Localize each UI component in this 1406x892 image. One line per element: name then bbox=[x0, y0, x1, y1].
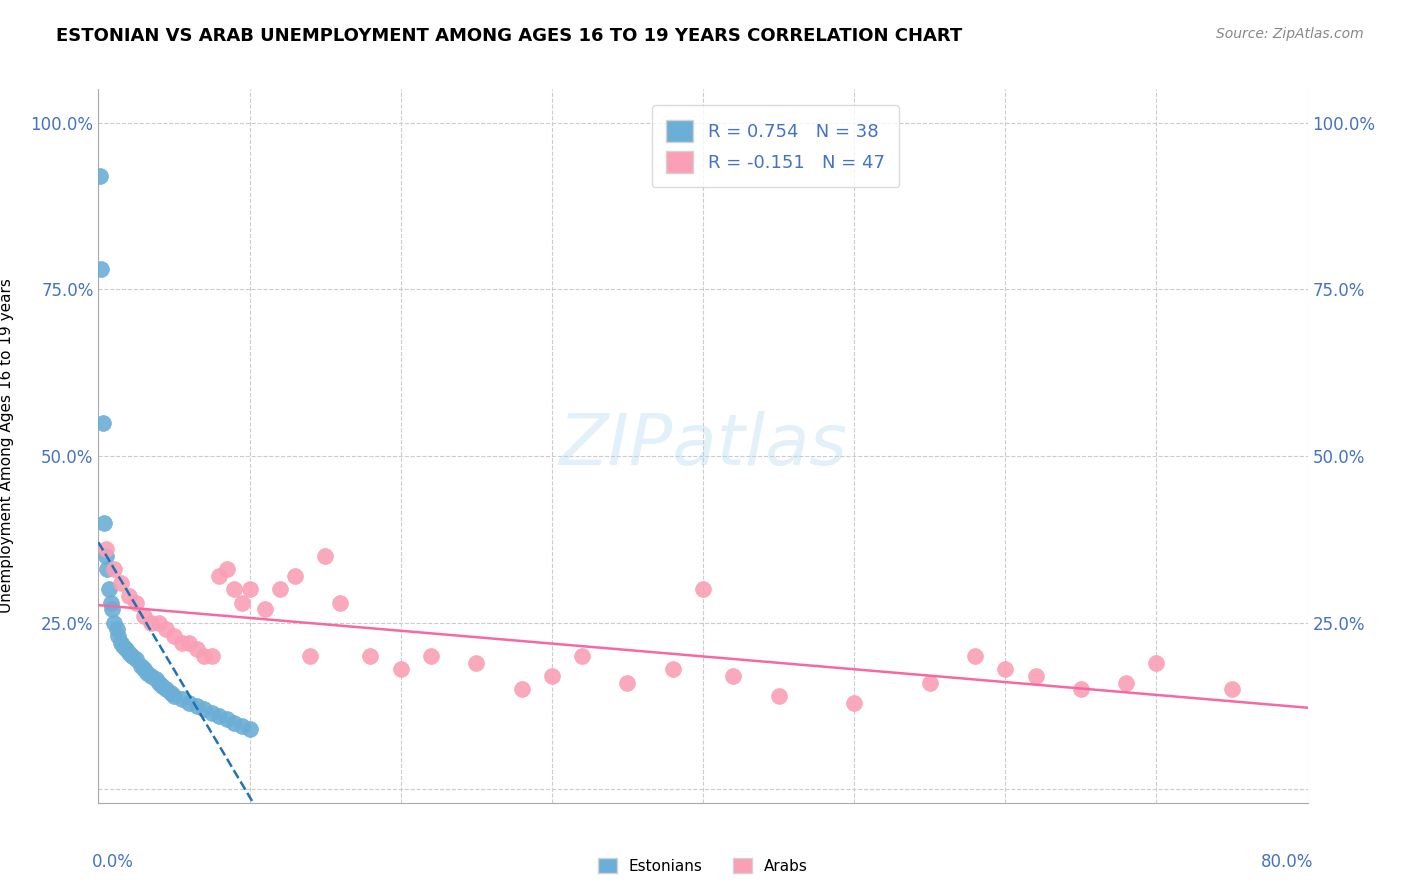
Point bbox=[201, 706, 224, 720]
Point bbox=[193, 649, 215, 664]
Point bbox=[224, 582, 246, 597]
Text: ESTONIAN VS ARAB UNEMPLOYMENT AMONG AGES 16 TO 19 YEARS CORRELATION CHART: ESTONIAN VS ARAB UNEMPLOYMENT AMONG AGES… bbox=[56, 27, 963, 45]
Point bbox=[111, 639, 134, 653]
Point bbox=[118, 646, 141, 660]
Point bbox=[105, 623, 128, 637]
Text: 0.0%: 0.0% bbox=[93, 853, 134, 871]
Point bbox=[101, 602, 124, 616]
Point bbox=[150, 679, 173, 693]
Point bbox=[148, 675, 170, 690]
Point bbox=[170, 692, 193, 706]
Point bbox=[1070, 682, 1092, 697]
Legend: R = 0.754   N = 38, R = -0.151   N = 47: R = 0.754 N = 38, R = -0.151 N = 47 bbox=[652, 105, 900, 187]
Point bbox=[284, 569, 307, 583]
Point bbox=[208, 709, 231, 723]
Point bbox=[91, 416, 114, 430]
Point bbox=[768, 689, 790, 703]
Point bbox=[662, 662, 685, 676]
Point bbox=[98, 582, 121, 597]
Point bbox=[114, 642, 136, 657]
Point bbox=[179, 696, 201, 710]
Point bbox=[94, 542, 117, 557]
Point bbox=[314, 549, 336, 563]
Point bbox=[145, 673, 167, 687]
Point bbox=[155, 682, 177, 697]
Point bbox=[163, 689, 186, 703]
Point bbox=[1115, 675, 1137, 690]
Point bbox=[239, 582, 262, 597]
Point bbox=[100, 596, 122, 610]
Point bbox=[94, 549, 117, 563]
Point bbox=[389, 662, 412, 676]
Point bbox=[239, 723, 262, 737]
Point bbox=[186, 642, 208, 657]
Point bbox=[224, 715, 246, 730]
Point bbox=[107, 629, 129, 643]
Point bbox=[125, 596, 148, 610]
Point bbox=[215, 562, 238, 576]
Point bbox=[918, 675, 941, 690]
Point bbox=[132, 609, 155, 624]
Point bbox=[110, 636, 132, 650]
Point bbox=[160, 686, 183, 700]
Point bbox=[103, 615, 125, 630]
Point bbox=[1024, 669, 1046, 683]
Point bbox=[118, 589, 141, 603]
Point bbox=[208, 569, 231, 583]
Point bbox=[510, 682, 533, 697]
Point bbox=[186, 699, 208, 714]
Point bbox=[540, 669, 562, 683]
Point bbox=[231, 596, 253, 610]
Point bbox=[193, 702, 215, 716]
Point bbox=[155, 623, 177, 637]
Point bbox=[1220, 682, 1243, 697]
Text: 80.0%: 80.0% bbox=[1261, 853, 1313, 871]
Point bbox=[179, 636, 201, 650]
Point bbox=[420, 649, 443, 664]
Point bbox=[129, 659, 152, 673]
Point bbox=[844, 696, 866, 710]
Point bbox=[1144, 656, 1167, 670]
Point bbox=[215, 713, 238, 727]
Point bbox=[269, 582, 291, 597]
Point bbox=[329, 596, 352, 610]
Point bbox=[132, 662, 155, 676]
Point bbox=[465, 656, 488, 670]
Point bbox=[125, 652, 148, 666]
Text: ZIPatlas: ZIPatlas bbox=[558, 411, 848, 481]
Point bbox=[723, 669, 745, 683]
Point bbox=[360, 649, 382, 664]
Point bbox=[90, 262, 112, 277]
Point bbox=[96, 562, 118, 576]
Point bbox=[994, 662, 1017, 676]
Point bbox=[148, 615, 170, 630]
Point bbox=[299, 649, 322, 664]
Legend: Estonians, Arabs: Estonians, Arabs bbox=[592, 852, 814, 880]
Point bbox=[965, 649, 987, 664]
Point bbox=[103, 562, 125, 576]
Point bbox=[93, 516, 115, 530]
Point bbox=[253, 602, 276, 616]
Point bbox=[231, 719, 253, 733]
Point bbox=[141, 615, 163, 630]
Point bbox=[110, 575, 132, 590]
Point bbox=[89, 169, 111, 183]
Point bbox=[141, 669, 163, 683]
Point bbox=[616, 675, 638, 690]
Point bbox=[135, 665, 157, 680]
Point bbox=[163, 629, 186, 643]
Point bbox=[121, 649, 143, 664]
Text: Source: ZipAtlas.com: Source: ZipAtlas.com bbox=[1216, 27, 1364, 41]
Point bbox=[571, 649, 593, 664]
Point bbox=[170, 636, 193, 650]
Y-axis label: Unemployment Among Ages 16 to 19 years: Unemployment Among Ages 16 to 19 years bbox=[0, 278, 14, 614]
Point bbox=[692, 582, 714, 597]
Point bbox=[201, 649, 224, 664]
